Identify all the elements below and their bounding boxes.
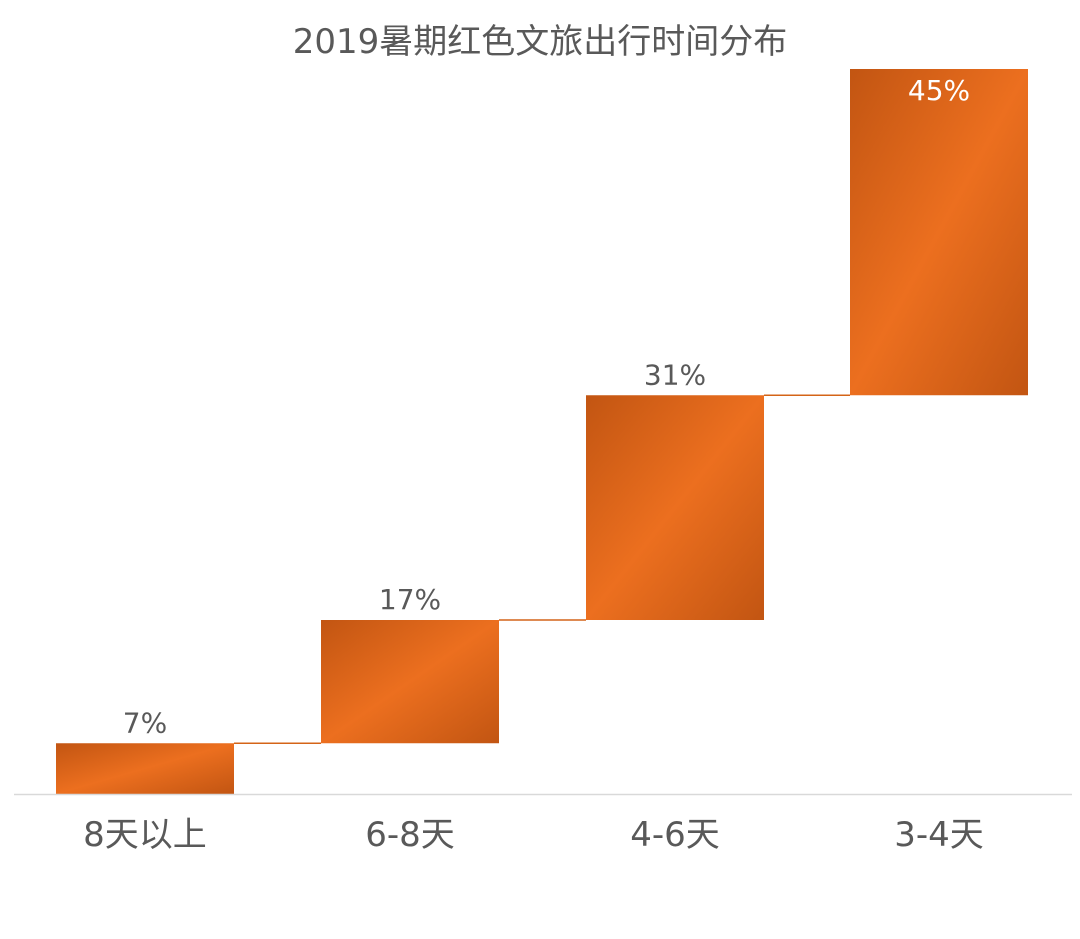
x-tick-label-2: 4-6天: [630, 815, 720, 855]
data-label-1: 17%: [379, 583, 441, 616]
data-label-2: 31%: [644, 358, 706, 391]
data-label-0: 7%: [123, 706, 167, 739]
x-tick-label-3: 3-4天: [894, 815, 984, 855]
chart-title: 2019暑期红色文旅出行时间分布: [292, 22, 788, 62]
bar-1: [321, 620, 499, 744]
x-tick-label-1: 6-8天: [365, 815, 455, 855]
bar-2: [586, 395, 764, 620]
x-tick-label-0: 8天以上: [83, 815, 207, 855]
bar-0: [56, 743, 234, 794]
bar-3: [850, 69, 1028, 396]
data-label-3: 45%: [908, 74, 970, 107]
